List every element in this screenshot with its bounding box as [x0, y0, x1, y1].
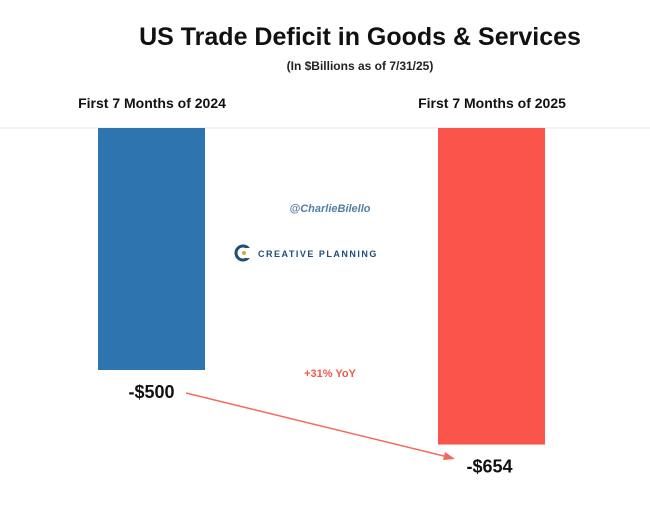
bar-2024 — [98, 128, 205, 370]
trend-arrow — [185, 392, 453, 459]
logo-text: CREATIVE PLANNING — [258, 249, 378, 259]
chart-title: US Trade Deficit in Goods & Services — [139, 23, 581, 51]
data-label-2025: -$654 — [466, 457, 512, 477]
watermark-handle: @CharlieBilello — [289, 203, 370, 215]
creative-planning-logo: CREATIVE PLANNING — [234, 244, 378, 262]
category-label-1: First 7 Months of 2025 — [418, 95, 566, 111]
chart-subtitle: (In $Billions as of 7/31/25) — [287, 59, 434, 73]
data-label-2024: -$500 — [128, 382, 174, 402]
bar-2025 — [438, 128, 545, 445]
category-label-0: First 7 Months of 2024 — [78, 95, 226, 111]
yoy-annotation: +31% YoY — [304, 368, 357, 380]
arrow-head-icon — [443, 452, 455, 460]
